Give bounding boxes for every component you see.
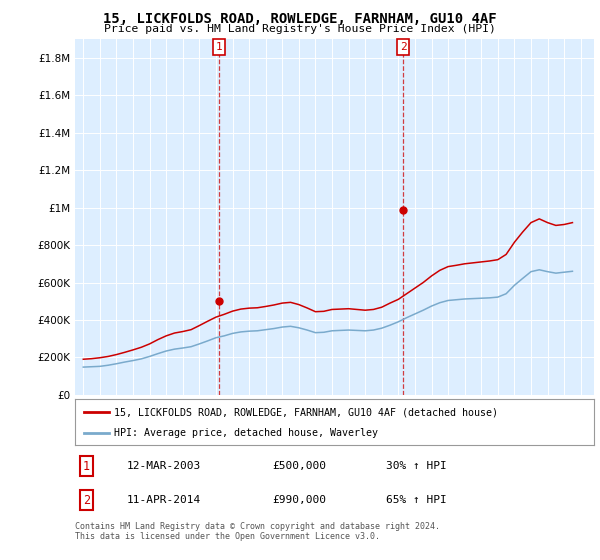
Text: 1: 1 (83, 460, 90, 473)
Text: HPI: Average price, detached house, Waverley: HPI: Average price, detached house, Wave… (114, 428, 378, 438)
Text: 30% ↑ HPI: 30% ↑ HPI (386, 461, 447, 471)
Text: 2: 2 (400, 42, 407, 52)
Text: 2: 2 (83, 494, 90, 507)
Text: £500,000: £500,000 (272, 461, 326, 471)
Text: Price paid vs. HM Land Registry's House Price Index (HPI): Price paid vs. HM Land Registry's House … (104, 24, 496, 34)
Text: 65% ↑ HPI: 65% ↑ HPI (386, 495, 447, 505)
Text: 12-MAR-2003: 12-MAR-2003 (127, 461, 201, 471)
Text: 15, LICKFOLDS ROAD, ROWLEDGE, FARNHAM, GU10 4AF (detached house): 15, LICKFOLDS ROAD, ROWLEDGE, FARNHAM, G… (114, 407, 498, 417)
Text: 11-APR-2014: 11-APR-2014 (127, 495, 201, 505)
Text: Contains HM Land Registry data © Crown copyright and database right 2024.
This d: Contains HM Land Registry data © Crown c… (75, 522, 440, 542)
Text: 1: 1 (216, 42, 223, 52)
Text: 15, LICKFOLDS ROAD, ROWLEDGE, FARNHAM, GU10 4AF: 15, LICKFOLDS ROAD, ROWLEDGE, FARNHAM, G… (103, 12, 497, 26)
Text: £990,000: £990,000 (272, 495, 326, 505)
